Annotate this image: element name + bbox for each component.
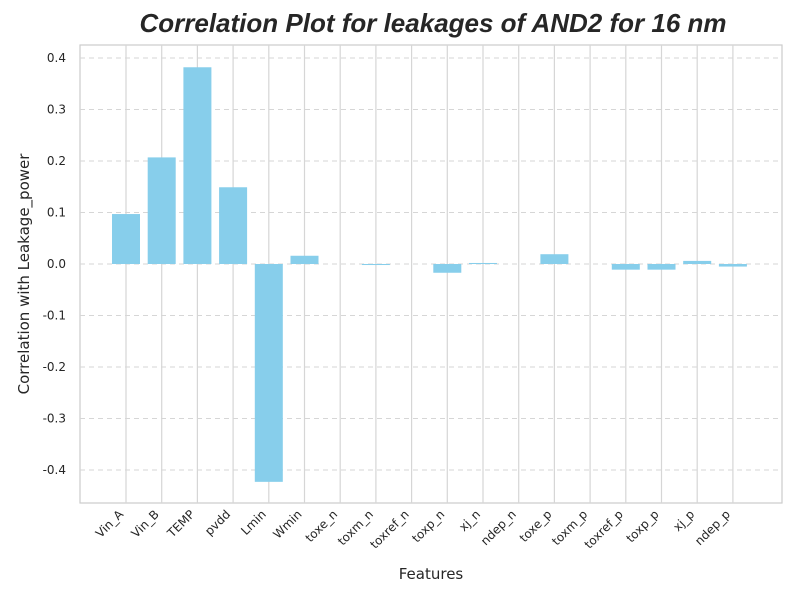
y-tick-label: -0.4 <box>43 463 66 477</box>
bar-Wmin <box>291 256 319 264</box>
x-tick-label: ndep_p <box>692 507 733 548</box>
x-tick-label: Wmin <box>270 507 304 541</box>
bar-toxe_p <box>540 254 568 264</box>
bar-xj_p <box>683 261 711 264</box>
y-tick-label: -0.3 <box>43 412 66 426</box>
bar-toxm_n <box>362 264 390 265</box>
x-axis-label: Features <box>399 565 464 583</box>
bar-Lmin <box>255 264 283 482</box>
x-tick-label: ndep_n <box>478 507 519 548</box>
x-tick-label: toxref_n <box>367 507 411 551</box>
x-tick-label: pvdd <box>202 507 233 538</box>
bar-Vin_B <box>148 157 176 264</box>
y-tick-labels: 0.4 0.3 0.2 0.1 0.0 -0.1 -0.2 -0.3 -0.4 <box>43 51 66 477</box>
x-tick-label: Vin_B <box>128 507 161 540</box>
x-tick-label: Lmin <box>238 507 269 538</box>
y-axis-label: Correlation with Leakage_power <box>15 153 34 395</box>
x-tick-label: TEMP <box>164 507 198 541</box>
bar-Vin_A <box>112 214 140 264</box>
x-tick-label: toxp_n <box>409 507 447 545</box>
bar-TEMP <box>183 67 211 264</box>
bar-ndep_p <box>719 264 747 267</box>
y-tick-label: -0.2 <box>43 360 66 374</box>
x-tick-label: toxp_p <box>623 507 661 545</box>
y-tick-label: 0.1 <box>47 206 66 220</box>
bar-xj_n <box>469 263 497 264</box>
y-tick-label: 0.3 <box>47 103 66 117</box>
x-tick-label: toxref_p <box>582 507 626 551</box>
x-tick-label: xj_p <box>670 507 697 534</box>
x-tick-label: Vin_A <box>93 507 127 541</box>
bar-toxref_p <box>612 264 640 270</box>
x-tick-label: xj_n <box>456 507 483 534</box>
bar-pvdd <box>219 187 247 264</box>
y-tick-label: -0.1 <box>43 309 66 323</box>
y-tick-label: 0.2 <box>47 154 66 168</box>
bar-toxp_p <box>648 264 676 270</box>
bar-toxp_n <box>433 264 461 273</box>
y-tick-label: 0.4 <box>47 51 66 65</box>
y-tick-label: 0.0 <box>47 257 66 271</box>
chart-title: Correlation Plot for leakages of AND2 fo… <box>0 8 800 39</box>
